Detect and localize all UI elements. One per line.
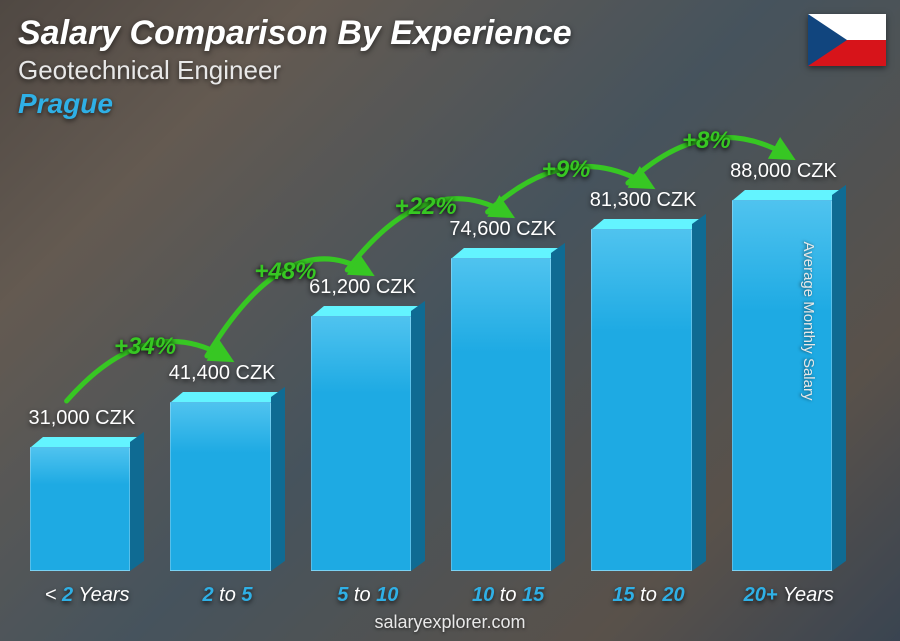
title-sub: Geotechnical Engineer <box>18 55 572 86</box>
bar-slot: 81,300 CZK <box>591 219 705 571</box>
bar-value-label: 41,400 CZK <box>169 362 276 385</box>
x-tick: 10 to 15 <box>451 584 565 607</box>
bar-slot: 41,400 CZK <box>170 392 284 571</box>
bar: 81,300 CZK <box>591 219 705 571</box>
bar: 61,200 CZK <box>311 306 425 571</box>
bar: 31,000 CZK <box>30 437 144 571</box>
x-tick: < 2 Years <box>30 584 144 607</box>
bar-value-label: 31,000 CZK <box>28 407 135 430</box>
bar-value-label: 61,200 CZK <box>309 276 416 299</box>
x-tick: 15 to 20 <box>591 584 705 607</box>
flag-czech-icon <box>808 14 886 66</box>
bar-slot: 31,000 CZK <box>30 437 144 571</box>
bar-slot: 88,000 CZK <box>732 190 846 571</box>
infographic-root: Salary Comparison By Experience Geotechn… <box>0 0 900 641</box>
x-axis: < 2 Years 2 to 5 5 to 10 10 to 15 15 to 20 20… <box>30 584 846 607</box>
bar-slot: 74,600 CZK <box>451 248 565 571</box>
bar: 88,000 CZK <box>732 190 846 571</box>
x-tick: 20+ Years <box>732 584 846 607</box>
title-main: Salary Comparison By Experience <box>18 14 572 53</box>
bar-slot: 61,200 CZK <box>311 306 425 571</box>
bar-value-label: 74,600 CZK <box>449 218 556 241</box>
title-block: Salary Comparison By Experience Geotechn… <box>18 14 572 120</box>
bar: 41,400 CZK <box>170 392 284 571</box>
growth-pct-label: +8% <box>678 125 735 157</box>
growth-pct-label: +9% <box>538 154 595 186</box>
growth-pct-label: +34% <box>110 331 180 363</box>
y-axis-label: Average Monthly Salary <box>800 241 817 400</box>
title-location: Prague <box>18 88 572 120</box>
bar-value-label: 88,000 CZK <box>730 160 837 183</box>
bar-value-label: 81,300 CZK <box>590 189 697 212</box>
growth-pct-label: +22% <box>391 191 461 223</box>
bar: 74,600 CZK <box>451 248 565 571</box>
x-tick: 5 to 10 <box>311 584 425 607</box>
x-tick: 2 to 5 <box>170 584 284 607</box>
footer-credit: salaryexplorer.com <box>0 612 900 633</box>
growth-pct-label: +48% <box>250 256 320 288</box>
